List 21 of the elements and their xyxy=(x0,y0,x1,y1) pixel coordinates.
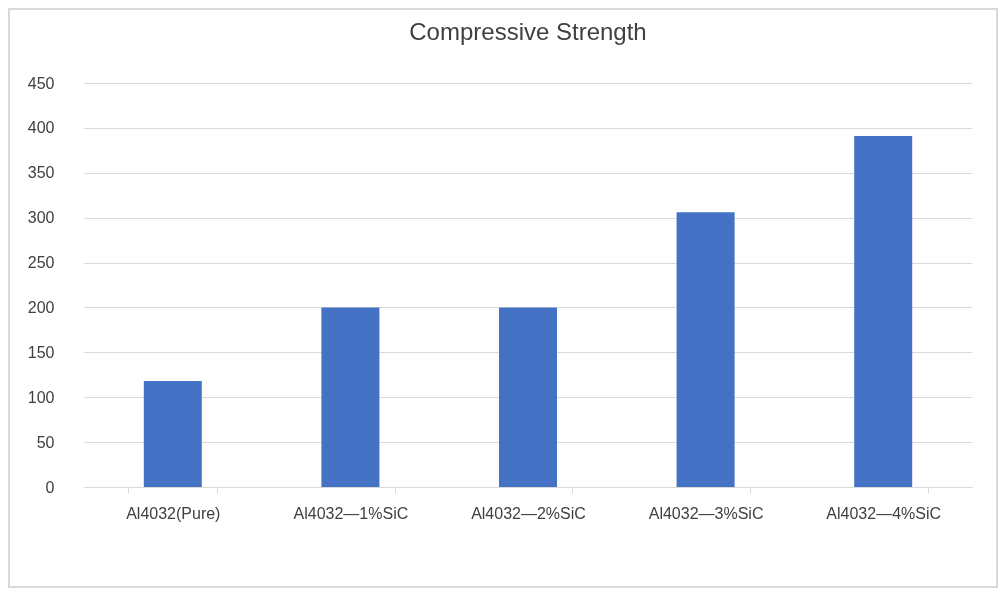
bar xyxy=(676,212,735,487)
y-tick-label: 50 xyxy=(36,433,55,451)
y-tick-label: 200 xyxy=(27,298,55,316)
y-tick-label: 150 xyxy=(27,343,55,361)
y-tick-label: 450 xyxy=(27,74,55,92)
x-tick-label: Al4032—1%SiC xyxy=(293,504,409,522)
y-tick-label: 0 xyxy=(45,478,55,496)
x-tick-label: Al4032—2%SiC xyxy=(471,504,586,522)
bar xyxy=(499,307,557,487)
bar xyxy=(854,135,913,487)
y-tick-label: 350 xyxy=(27,164,55,182)
bar xyxy=(321,307,380,487)
x-tick-label: Al4032—4%SiC xyxy=(826,504,942,522)
y-tick-label: 400 xyxy=(27,119,55,137)
y-tick-label: 100 xyxy=(27,388,55,406)
y-tick-label: 250 xyxy=(27,254,55,272)
x-tick-label: Al4032—3%SiC xyxy=(648,504,764,522)
y-tick-label: 300 xyxy=(27,209,55,227)
x-tick-label: Al4032(Pure) xyxy=(126,504,221,522)
chart-title: Compressive Strength xyxy=(409,18,647,45)
bar xyxy=(143,381,202,487)
